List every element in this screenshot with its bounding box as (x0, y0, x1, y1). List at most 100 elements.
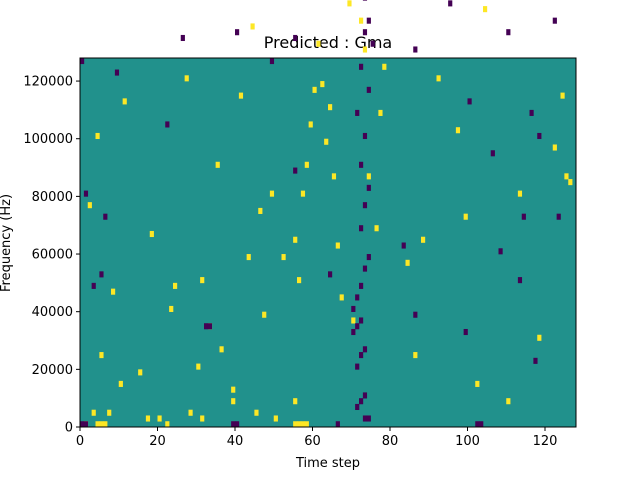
x-tick-label: 100 (455, 434, 480, 449)
heatmap-cell-low (359, 352, 364, 359)
heatmap-cell-low (80, 58, 85, 65)
heatmap-cell-low (529, 109, 534, 116)
heatmap-cell-high (262, 311, 267, 318)
heatmap-cell-high (149, 230, 154, 238)
heatmap-cell-low (362, 415, 368, 422)
heatmap-cell-low (479, 421, 484, 428)
heatmap-cell-high (238, 92, 244, 99)
x-axis-label: Time step (295, 456, 360, 471)
heatmap-cell-high (215, 161, 220, 168)
y-tick-label: 40000 (32, 305, 73, 320)
heatmap-cell-low (355, 363, 360, 370)
plot-area (79, 0, 577, 428)
heatmap-cell-high (246, 254, 251, 261)
heatmap-cell-low (448, 0, 453, 7)
x-tick-label: 20 (149, 434, 166, 449)
heatmap-cell-high (231, 398, 236, 405)
heatmap-cell-high (188, 409, 193, 416)
heatmap-cell-high (173, 282, 178, 289)
heatmap-cell-high (324, 138, 329, 145)
heatmap-cell-low (99, 271, 104, 278)
heatmap-cell-high (366, 173, 371, 180)
heatmap-cell-low (359, 63, 364, 70)
heatmap-cell-low (351, 305, 356, 312)
heatmap-cell-low (355, 323, 360, 330)
heatmap-cell-high (273, 415, 278, 422)
heatmap-cell-high (335, 242, 340, 249)
heatmap-cell-low (231, 421, 236, 428)
heatmap-cell-low (359, 317, 364, 324)
heatmap-cell-high (297, 421, 302, 428)
heatmap-cell-low (362, 132, 368, 140)
heatmap-cell-high (293, 421, 298, 428)
heatmap-cell-low (103, 213, 108, 220)
heatmap-cell-low (490, 150, 495, 157)
heatmap-cell-high (351, 317, 356, 324)
heatmap-cell-high (316, 40, 321, 47)
heatmap-cell-high (111, 288, 116, 295)
heatmap-cell-low (180, 34, 185, 42)
heatmap-cell-high (300, 421, 306, 428)
heatmap-cell-low (235, 421, 240, 428)
heatmap-cell-low (362, 0, 368, 1)
heatmap-cell-high (254, 409, 259, 416)
heatmap-cell-high (537, 334, 542, 341)
heatmap-cell-low (370, 40, 375, 47)
heatmap-cell-low (355, 403, 360, 411)
heatmap-cell-high (200, 415, 205, 422)
heatmap-cell-low (552, 17, 557, 24)
heatmap-cell-low (537, 132, 542, 140)
heatmap-cell-low (359, 161, 364, 168)
heatmap-cell-high (517, 190, 523, 197)
heatmap-cell-high (455, 127, 461, 134)
heatmap-cell-high (219, 346, 224, 353)
heatmap-cell-high (165, 421, 170, 428)
heatmap-cell-low (362, 202, 368, 209)
heatmap-cell-high (145, 415, 151, 422)
heatmap-cell-high (200, 277, 205, 284)
y-axis: 0 20000 40000 60000 80000 100000 120000 (23, 75, 80, 436)
heatmap-cell-high (196, 363, 201, 370)
heatmap-cell-high (436, 75, 441, 82)
heatmap-cell-high (138, 369, 143, 376)
heatmap-cell-high (91, 409, 96, 416)
heatmap-cell-high (405, 259, 410, 266)
heatmap-cell-low (355, 294, 360, 301)
heatmap-cell-high (99, 421, 104, 428)
heatmap-cell-low (521, 213, 526, 220)
heatmap-cell-high (297, 277, 302, 284)
heatmap-cell-high (99, 352, 104, 359)
heatmap-cell-high (118, 380, 123, 387)
heatmap-cell-low (463, 328, 468, 336)
heatmap-cell-low (91, 282, 96, 289)
x-axis: 0 20 40 60 80 100 120 (76, 427, 557, 449)
heatmap-cell-low (328, 271, 333, 278)
y-tick-label: 80000 (32, 190, 73, 205)
heatmap-cell-high (122, 98, 127, 105)
heatmap-cell-low (359, 398, 364, 405)
heatmap-cell-low (413, 311, 418, 318)
y-tick-label: 20000 (32, 363, 73, 378)
heatmap-cell-high (413, 352, 418, 359)
heatmap-cell-low (362, 392, 368, 399)
heatmap-cell-high (421, 236, 426, 243)
heatmap-cell-low (293, 167, 298, 174)
heatmap-cell-low (80, 421, 85, 428)
heatmap-cell-high (169, 305, 174, 312)
heatmap-cell-high (95, 132, 100, 140)
heatmap-cell-high (347, 0, 352, 7)
x-tick-label: 0 (76, 434, 84, 449)
y-tick-label: 100000 (23, 132, 73, 147)
heatmap-cell-high (107, 409, 112, 416)
heatmap-cell-high (362, 46, 368, 53)
heatmap-cell-low (359, 225, 364, 232)
heatmap-cell-high (269, 190, 275, 197)
y-tick-label: 120000 (23, 75, 73, 90)
heatmap-cell-high (560, 92, 565, 99)
heatmap-cell-high (87, 202, 92, 209)
heatmap-cell-high (293, 236, 298, 243)
x-tick-label: 80 (382, 434, 399, 449)
heatmap-cell-low (366, 17, 371, 24)
heatmap-cell-low (359, 282, 364, 289)
